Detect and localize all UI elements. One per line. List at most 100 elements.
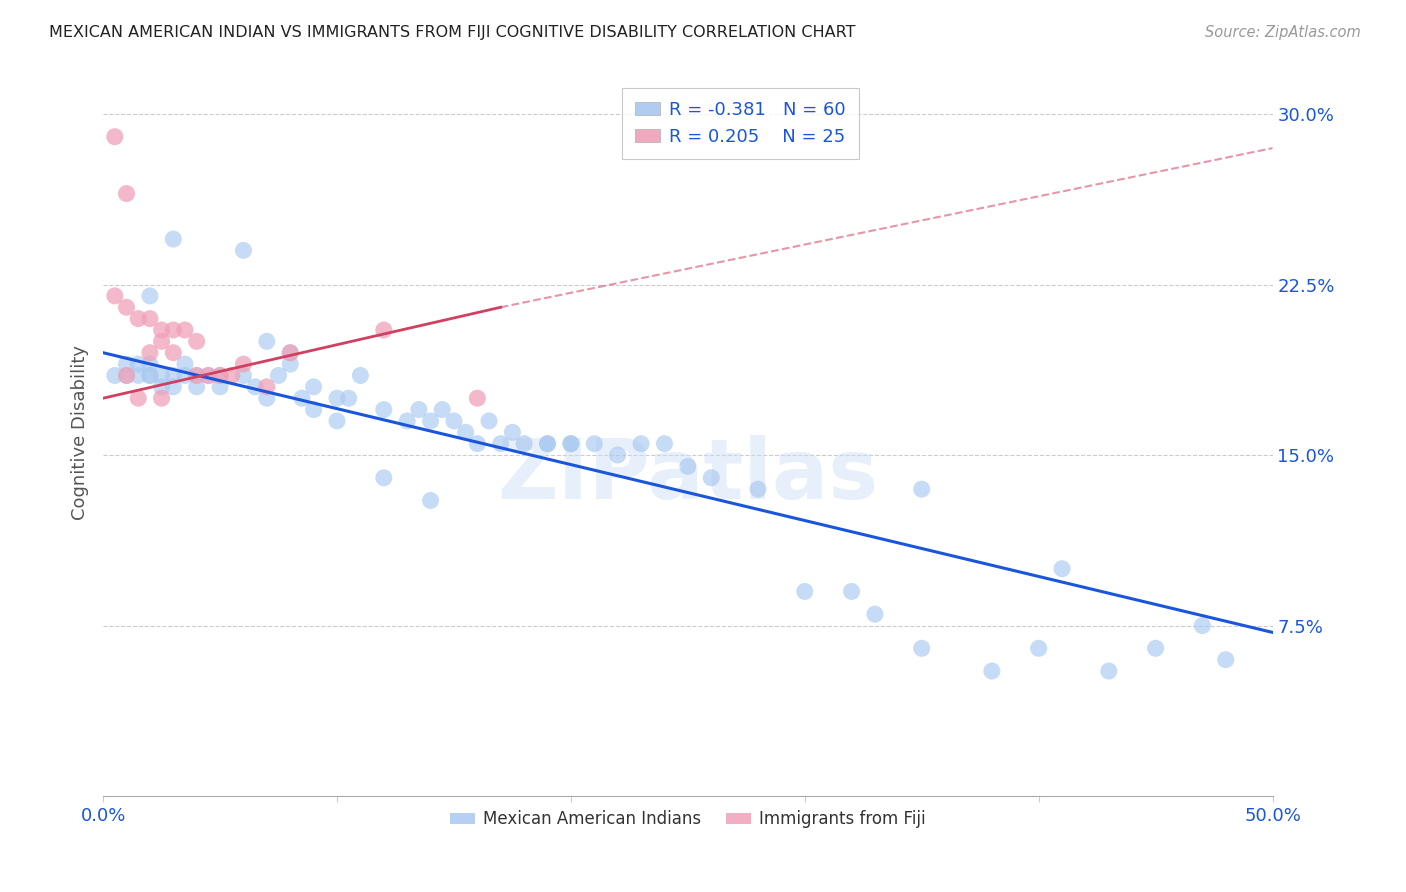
Point <box>278 357 301 371</box>
Point <box>104 129 127 144</box>
Point <box>454 425 477 440</box>
Point <box>373 402 395 417</box>
Point <box>419 493 441 508</box>
Point <box>209 368 232 383</box>
Point <box>243 380 266 394</box>
Point <box>139 357 162 371</box>
Point <box>256 334 278 349</box>
Point <box>232 357 254 371</box>
Point <box>162 323 184 337</box>
Point <box>478 414 501 428</box>
Point <box>104 289 127 303</box>
Point <box>115 368 138 383</box>
Point <box>326 414 349 428</box>
Point <box>1098 664 1121 678</box>
Point <box>150 334 173 349</box>
Point <box>560 436 582 450</box>
Text: ZIPatlas: ZIPatlas <box>498 435 879 516</box>
Point <box>139 345 162 359</box>
Point <box>1144 641 1167 656</box>
Point <box>501 425 523 440</box>
Point <box>209 380 232 394</box>
Legend: Mexican American Indians, Immigrants from Fiji: Mexican American Indians, Immigrants fro… <box>443 804 932 835</box>
Point <box>150 391 173 405</box>
Point <box>419 414 441 428</box>
Point <box>291 391 314 405</box>
Point <box>186 380 208 394</box>
Point <box>560 436 582 450</box>
Point <box>536 436 558 450</box>
Point <box>115 357 138 371</box>
Point <box>127 391 149 405</box>
Point <box>513 436 536 450</box>
Point <box>465 391 488 405</box>
Point <box>1050 562 1073 576</box>
Point <box>115 300 138 314</box>
Point <box>174 368 197 383</box>
Point <box>373 471 395 485</box>
Y-axis label: Cognitive Disability: Cognitive Disability <box>72 345 89 520</box>
Point <box>127 311 149 326</box>
Point <box>654 436 676 450</box>
Point <box>256 380 278 394</box>
Point <box>606 448 628 462</box>
Point <box>1215 653 1237 667</box>
Point <box>911 641 934 656</box>
Point <box>221 368 243 383</box>
Point <box>465 436 488 450</box>
Point <box>197 368 219 383</box>
Point <box>396 414 419 428</box>
Point <box>197 368 219 383</box>
Point <box>174 357 197 371</box>
Point <box>186 368 208 383</box>
Point <box>139 311 162 326</box>
Point <box>139 368 162 383</box>
Point <box>139 289 162 303</box>
Point <box>209 368 232 383</box>
Point <box>1191 618 1213 632</box>
Text: Source: ZipAtlas.com: Source: ZipAtlas.com <box>1205 25 1361 40</box>
Point <box>747 482 769 496</box>
Point <box>630 436 652 450</box>
Point <box>150 323 173 337</box>
Point <box>337 391 360 405</box>
Point <box>676 459 699 474</box>
Point <box>863 607 886 622</box>
Point <box>793 584 815 599</box>
Point <box>115 186 138 201</box>
Point <box>583 436 606 450</box>
Point <box>1028 641 1050 656</box>
Point <box>980 664 1002 678</box>
Point <box>443 414 465 428</box>
Point <box>104 368 127 383</box>
Point <box>232 244 254 258</box>
Point <box>278 345 301 359</box>
Point <box>278 345 301 359</box>
Point <box>349 368 371 383</box>
Point <box>408 402 430 417</box>
Point <box>700 471 723 485</box>
Point <box>127 368 149 383</box>
Point <box>162 345 184 359</box>
Point <box>127 357 149 371</box>
Point <box>115 368 138 383</box>
Point <box>267 368 290 383</box>
Point <box>162 232 184 246</box>
Point <box>162 380 184 394</box>
Point <box>489 436 512 450</box>
Point <box>186 334 208 349</box>
Point <box>139 368 162 383</box>
Point <box>841 584 863 599</box>
Point <box>174 323 197 337</box>
Point <box>150 380 173 394</box>
Point <box>302 402 325 417</box>
Point <box>302 380 325 394</box>
Point <box>162 368 184 383</box>
Point <box>432 402 454 417</box>
Point <box>373 323 395 337</box>
Point <box>232 368 254 383</box>
Point <box>150 368 173 383</box>
Point <box>911 482 934 496</box>
Point <box>326 391 349 405</box>
Point <box>536 436 558 450</box>
